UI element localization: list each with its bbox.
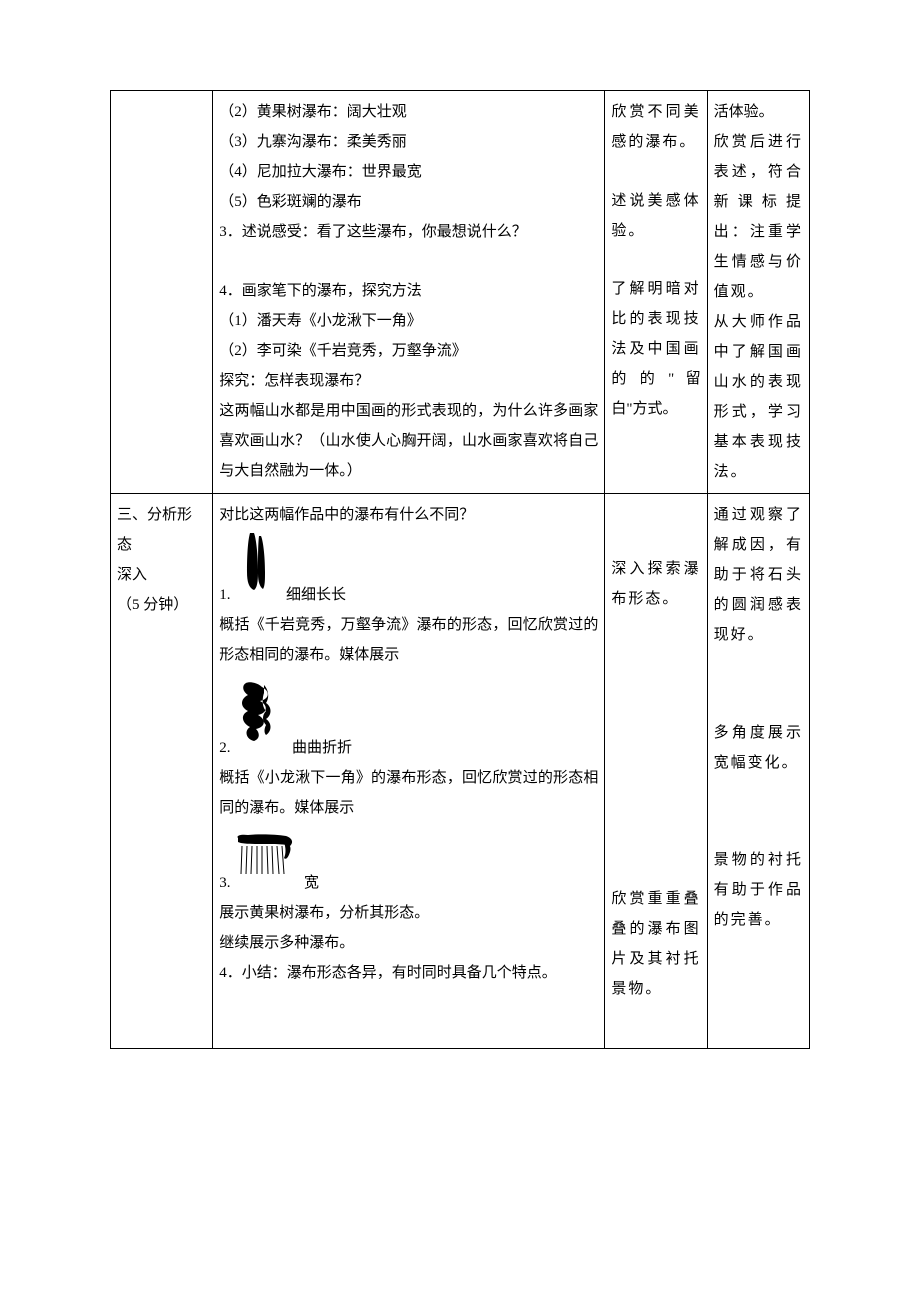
- text-line: （4）尼加拉大瀑布：世界最宽: [219, 157, 598, 187]
- text-block: 欣赏不同美感的瀑布。: [611, 97, 700, 157]
- item-label: 曲曲折折: [292, 740, 352, 756]
- item-number: 3.: [219, 875, 230, 891]
- text-block: 深入探索瀑布形态。: [611, 554, 700, 614]
- text-line: （2）李可染《千岩竞秀，万壑争流》: [219, 336, 598, 366]
- text-line: 探究：怎样表现瀑布？: [219, 366, 598, 396]
- text-line: 展示黄果树瀑布，分析其形态。: [219, 898, 598, 928]
- cell-teacher-activity-1: （2）黄果树瀑布：阔大壮观 （3）九寨沟瀑布：柔美秀丽 （4）尼加拉大瀑布：世界…: [213, 91, 605, 494]
- brush-stroke-zigzag-icon: [234, 679, 284, 756]
- brush-stroke-wide-icon: [234, 832, 296, 891]
- spacer: [219, 823, 598, 832]
- text-line: 继续展示多种瀑布。: [219, 928, 598, 958]
- lesson-plan-table: （2）黄果树瀑布：阔大壮观 （3）九寨沟瀑布：柔美秀丽 （4）尼加拉大瀑布：世界…: [110, 90, 810, 1049]
- item-label: 宽: [304, 875, 319, 891]
- stage-sub: 深入: [117, 560, 206, 590]
- cell-stage-3: 三、分析形态 深入 （5 分钟）: [111, 494, 213, 1049]
- text-block: 景物的衬托有助于作品的完善。: [714, 845, 803, 935]
- text-line: （2）黄果树瀑布：阔大壮观: [219, 97, 598, 127]
- spacer: [714, 778, 803, 846]
- table-row: （2）黄果树瀑布：阔大壮观 （3）九寨沟瀑布：柔美秀丽 （4）尼加拉大瀑布：世界…: [111, 91, 810, 494]
- item-3: 3.: [219, 832, 598, 898]
- cell-design-intent-2: 通过观察了解成因，有助于将石头的圆润感表现好。 多角度展示宽幅变化。 景物的衬托…: [707, 494, 809, 1049]
- text-line: 4．画家笔下的瀑布，探究方法: [219, 276, 598, 306]
- text-line: 概括《小龙湫下一角》的瀑布形态，回忆欣赏过的形态相同的瀑布。媒体展示: [219, 763, 598, 823]
- item-number: 1.: [219, 587, 230, 603]
- text-line: 概括《千岩竞秀，万壑争流》瀑布的形态，回忆欣赏过的形态相同的瀑布。媒体展示: [219, 610, 598, 670]
- text-block: 欣赏重重叠叠的瀑布图片及其衬托景物。: [611, 884, 700, 1004]
- stage-time: （5 分钟）: [117, 590, 206, 620]
- brush-stroke-thin-icon: [234, 530, 278, 603]
- cell-student-activity-2: 深入探索瀑布形态。 欣赏重重叠叠的瀑布图片及其衬托景物。: [605, 494, 707, 1049]
- cell-stage-empty: [111, 91, 213, 494]
- text-block: 欣赏后进行表述，符合新课标提出：注重学生情感与价值观。: [714, 127, 803, 307]
- text-block: 述说美感体验。: [611, 186, 700, 246]
- cell-design-intent-1: 活体验。 欣赏后进行表述，符合新课标提出：注重学生情感与价值观。 从大师作品中了…: [707, 91, 809, 494]
- spacer: [611, 500, 700, 554]
- spacer: [219, 988, 598, 1042]
- stage-title: 三、分析形态: [117, 500, 206, 560]
- text-line: 对比这两幅作品中的瀑布有什么不同？: [219, 500, 598, 530]
- spacer: [219, 247, 598, 276]
- cell-teacher-activity-2: 对比这两幅作品中的瀑布有什么不同？ 1. 细细长长 概括《千岩竞秀，万壑争流》瀑…: [213, 494, 605, 1049]
- spacer: [714, 650, 803, 718]
- text-block: 了解明暗对比的表现技法及中国画的的"留白"方式。: [611, 274, 700, 424]
- table-row: 三、分析形态 深入 （5 分钟） 对比这两幅作品中的瀑布有什么不同？ 1. 细细…: [111, 494, 810, 1049]
- cell-student-activity-1: 欣赏不同美感的瀑布。 述说美感体验。 了解明暗对比的表现技法及中国画的的"留白"…: [605, 91, 707, 494]
- item-2: 2. 曲曲折折: [219, 679, 598, 763]
- text-line: 4．小结：瀑布形态各异，有时同时具备几个特点。: [219, 958, 598, 988]
- text-line: （3）九寨沟瀑布：柔美秀丽: [219, 127, 598, 157]
- spacer: [611, 246, 700, 275]
- text-span: 方式。: [633, 401, 678, 417]
- item-label: 细细长长: [286, 587, 346, 603]
- spacer: [219, 670, 598, 679]
- spacer: [611, 157, 700, 186]
- item-1: 1. 细细长长: [219, 530, 598, 610]
- text-line: 这两幅山水都是用中国画的形式表现的，为什么许多画家喜欢画山水？（山水使人心胸开阔…: [219, 396, 598, 486]
- text-block: 多角度展示宽幅变化。: [714, 718, 803, 778]
- text-block: 从大师作品中了解国画山水的表现形式，学习基本表现技法。: [714, 307, 803, 487]
- spacer: [611, 614, 700, 884]
- text-line: （1）潘天寿《小龙湫下一角》: [219, 306, 598, 336]
- text-block: 通过观察了解成因，有助于将石头的圆润感表现好。: [714, 500, 803, 650]
- text-block: 活体验。: [714, 97, 803, 127]
- item-number: 2.: [219, 740, 230, 756]
- text-line: （5）色彩斑斓的瀑布: [219, 187, 598, 217]
- text-line: 3．述说感受：看了这些瀑布，你最想说什么？: [219, 217, 598, 247]
- page-container: （2）黄果树瀑布：阔大壮观 （3）九寨沟瀑布：柔美秀丽 （4）尼加拉大瀑布：世界…: [0, 0, 920, 1129]
